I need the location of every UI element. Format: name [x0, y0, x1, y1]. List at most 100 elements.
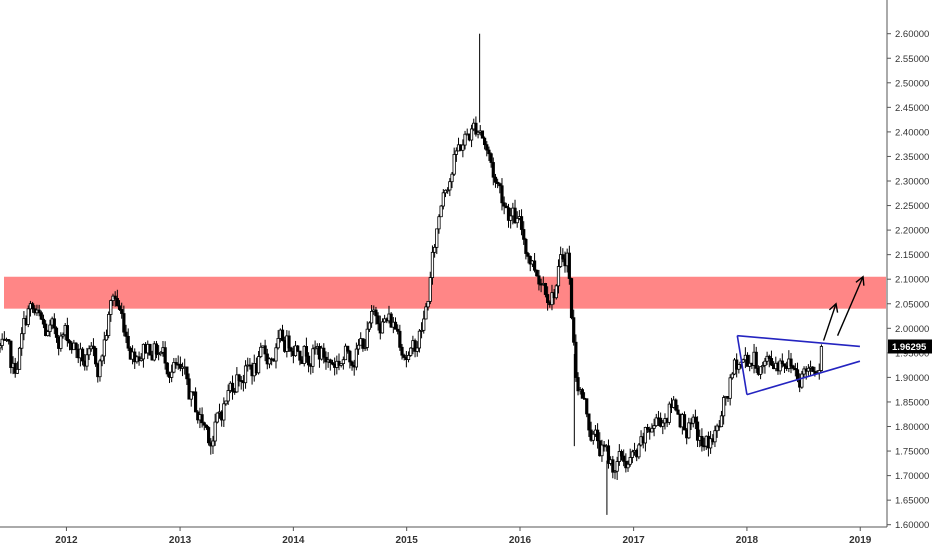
- candle-body: [109, 300, 113, 315]
- candle-body: [737, 364, 741, 370]
- y-tick-label: 1.75000: [895, 447, 929, 458]
- candle-body: [202, 422, 206, 426]
- candle-body: [178, 363, 182, 369]
- candle-body: [606, 445, 611, 464]
- candle-body: [367, 322, 372, 330]
- x-tick-label: 2019: [849, 535, 872, 546]
- candle-body: [256, 356, 261, 374]
- candle-body: [124, 331, 128, 337]
- candle-body: [433, 246, 437, 253]
- candle-body: [94, 347, 98, 365]
- candle-body: [687, 422, 691, 439]
- candle-body: [700, 435, 704, 447]
- candle-body: [504, 205, 508, 209]
- triangle-upper-line: [737, 334, 860, 348]
- candle-body: [728, 377, 732, 399]
- candle-body: [107, 314, 111, 336]
- candle-body: [650, 427, 654, 433]
- candle-body: [9, 340, 13, 368]
- candle-body: [695, 421, 700, 441]
- candle-body: [502, 202, 506, 207]
- candle-body: [463, 133, 467, 146]
- candle-body: [487, 149, 491, 155]
- x-tick-label: 2012: [55, 535, 78, 546]
- candle-body: [795, 369, 800, 380]
- candle-body: [546, 294, 550, 304]
- candle-body: [532, 260, 537, 271]
- candle-body: [522, 229, 526, 240]
- candle-body: [157, 353, 161, 356]
- candle-body: [572, 317, 576, 343]
- candle-body: [537, 275, 541, 285]
- candle-body: [769, 358, 774, 366]
- x-tick-label: 2016: [509, 535, 532, 546]
- projection-arrow-shaft: [822, 303, 837, 341]
- candle-body: [263, 345, 267, 355]
- candle-body: [91, 345, 96, 349]
- candle-body: [715, 425, 719, 432]
- candle-body: [113, 295, 117, 299]
- candle-body: [235, 374, 239, 393]
- candle-body: [561, 254, 565, 260]
- candle-body: [506, 207, 511, 221]
- candle-body: [595, 429, 600, 442]
- candle-body: [556, 266, 561, 287]
- x-tick-label: 2014: [282, 535, 305, 546]
- candle-body: [354, 348, 358, 368]
- candle-body: [207, 427, 211, 444]
- candle-body: [237, 374, 241, 381]
- candle-body: [204, 424, 209, 428]
- candle-body: [676, 409, 680, 415]
- candle-body: [193, 391, 198, 413]
- candle-body: [811, 366, 815, 372]
- candle-body: [652, 425, 656, 429]
- candle-body: [496, 181, 500, 185]
- candle-body: [526, 253, 530, 257]
- candle-body: [754, 351, 758, 369]
- candle-body: [435, 228, 439, 248]
- candle-body: [430, 251, 435, 278]
- candle-body: [622, 455, 626, 462]
- candle-body: [439, 205, 443, 218]
- candle-body: [276, 338, 280, 349]
- projection-arrow-head: [855, 275, 865, 286]
- candle-body: [311, 348, 315, 367]
- candle-body: [569, 278, 574, 319]
- candle-body: [600, 444, 604, 457]
- candle-body: [452, 154, 456, 175]
- candle-body: [400, 346, 404, 356]
- triangle-lower-line: [746, 360, 861, 396]
- candle-body: [791, 365, 795, 369]
- candle-body: [30, 303, 35, 310]
- candle-body: [148, 343, 152, 356]
- candle-body: [424, 306, 428, 320]
- candle-body: [44, 323, 48, 336]
- candle-body: [159, 351, 163, 355]
- candle-body: [287, 335, 291, 349]
- candle-body: [519, 216, 524, 230]
- candle-body: [117, 305, 122, 310]
- candle-body: [409, 347, 413, 356]
- y-tick-label: 2.50000: [895, 78, 929, 89]
- y-tick-label: 2.60000: [895, 29, 929, 40]
- candle-body: [480, 130, 485, 139]
- candle-body: [348, 350, 352, 363]
- candle-body: [806, 367, 810, 372]
- candle-body: [13, 362, 17, 374]
- candle-body: [393, 321, 398, 330]
- candle-body: [482, 137, 487, 146]
- candle-body: [120, 309, 124, 314]
- candle-body: [500, 185, 504, 204]
- candle-body: [793, 368, 797, 371]
- candle-body: [224, 400, 228, 405]
- y-tick-label: 2.20000: [895, 226, 929, 237]
- candle-body: [535, 269, 539, 277]
- candle-body: [441, 192, 445, 207]
- candle-body: [380, 321, 385, 334]
- candle-body: [369, 311, 374, 324]
- y-tick-label: 1.60000: [895, 520, 929, 531]
- candle-body: [406, 355, 411, 360]
- projection-arrow-shaft: [836, 276, 864, 336]
- y-tick-label: 2.30000: [895, 177, 929, 188]
